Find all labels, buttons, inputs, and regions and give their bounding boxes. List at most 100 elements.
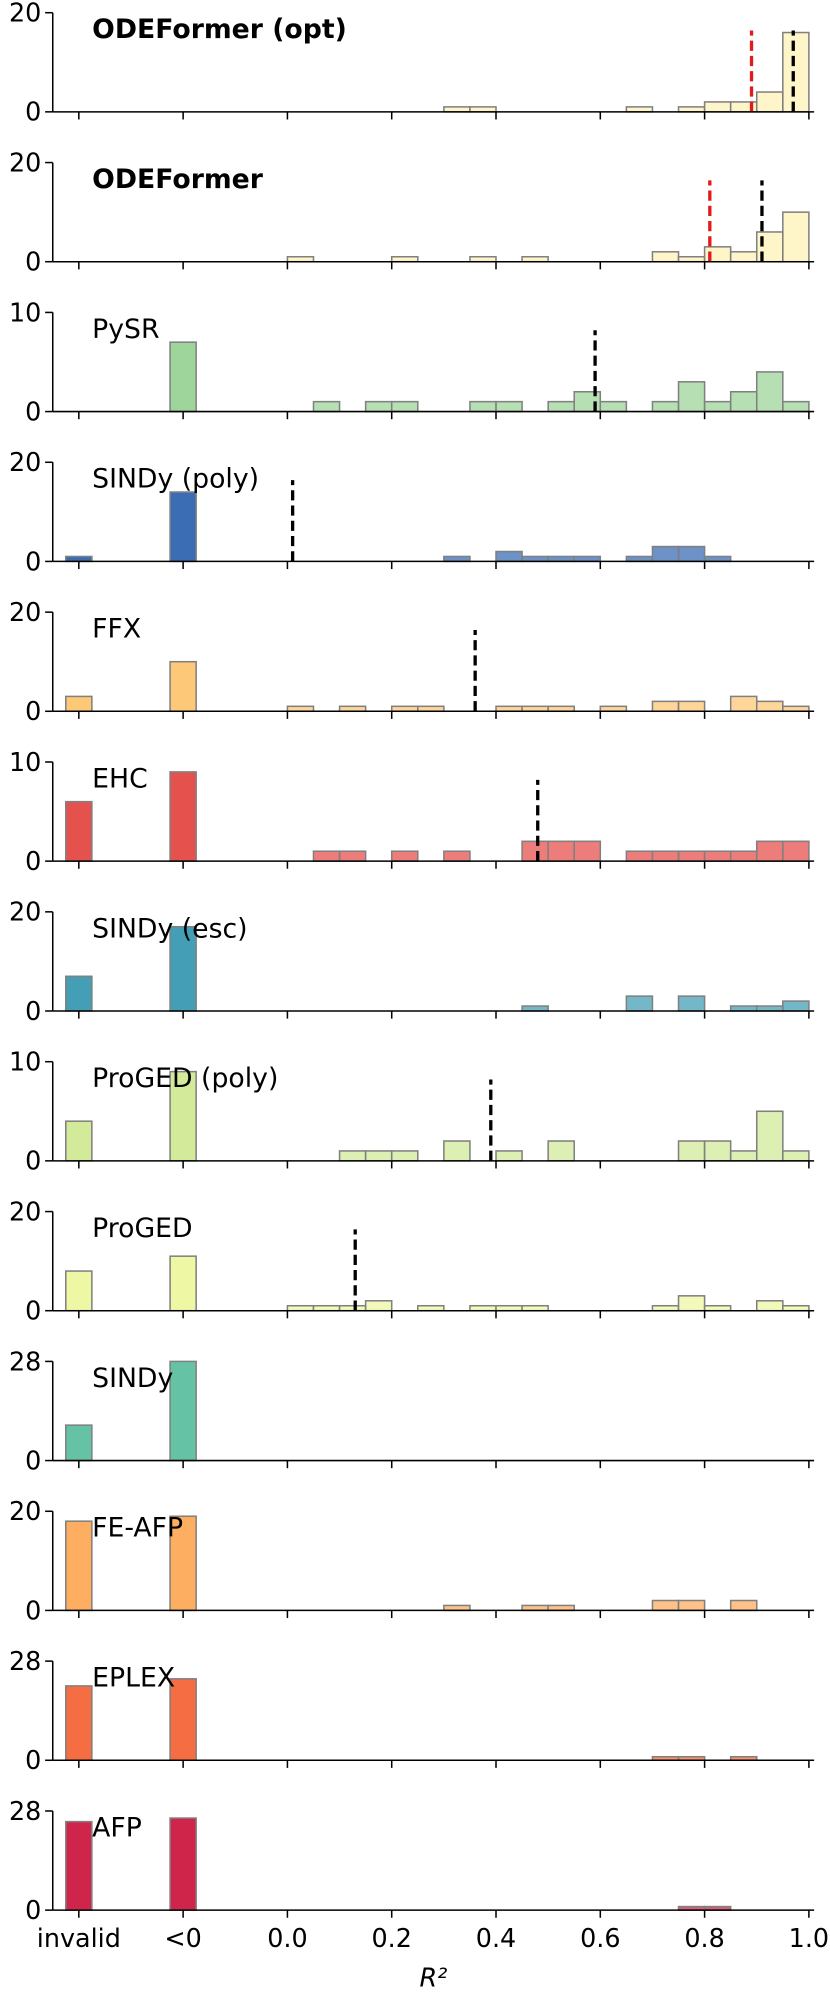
histogram-bar [364,1300,393,1312]
histogram-bar [364,1150,393,1162]
histogram-bar [729,251,758,263]
histogram-bar [755,1110,784,1162]
x-tick-label: <0 [164,1923,201,1953]
y-tick-label: 0 [25,1296,41,1326]
y-tick-label: 0 [25,1146,41,1176]
histogram-bar [677,1140,706,1162]
histogram-bar [651,850,680,862]
category-bar [169,1255,197,1312]
histogram-bar [599,400,628,413]
histogram-bar [443,850,471,862]
histogram-bar [782,400,810,413]
y-tick-label: 20 [9,447,41,477]
histogram-bar [755,700,784,713]
category-bar [65,800,93,862]
x-tick-label: 0.8 [684,1923,724,1953]
y-tick-label: 0 [25,1595,41,1625]
histogram-bar [729,1599,758,1612]
histogram-bar [469,400,497,413]
x-tick-label: 0.0 [267,1923,307,1953]
histogram-bar [755,371,784,413]
panel-title: SINDy (esc) [92,913,247,944]
panel-title: AFP [92,1812,142,1843]
panel-title: SINDy [92,1363,173,1394]
histogram-bar [364,400,393,413]
histogram-bar [755,91,784,113]
y-tick-label: 10 [9,1047,41,1077]
category-bar [169,1678,197,1762]
y-tick-label: 10 [9,747,41,777]
histogram-bar [729,390,758,413]
y-tick-label: 0 [25,396,41,426]
histogram-bar [782,840,810,862]
y-tick-label: 28 [9,1646,41,1676]
y-tick-label: 20 [9,1196,41,1226]
y-tick-label: 10 [9,297,41,327]
histogram-bar [651,545,680,563]
panel-title: ODEFormer [92,164,264,195]
histogram-bar [677,1599,706,1612]
panel-title: SINDy (poly) [92,464,259,495]
panel-title: EPLEX [92,1663,175,1694]
panel-title: PySR [92,314,159,345]
histogram-bar [390,1150,419,1162]
histogram-bar [625,995,654,1012]
y-tick-label: 20 [9,897,41,927]
x-tick-label: invalid [37,1923,121,1953]
histogram-bar [625,850,654,862]
histogram-bar [547,1140,575,1162]
histogram-bar [338,850,367,862]
histogram-bar [495,550,523,563]
histogram-bar [677,1295,706,1312]
category-bar [169,1360,197,1462]
category-bar [65,1685,93,1762]
histogram-bar [677,545,706,563]
histogram-bar [703,850,732,862]
category-bar [65,1424,93,1462]
histogram-bar [755,840,784,862]
histogram-bar [312,850,341,862]
y-tick-label: 0 [25,247,41,277]
y-tick-label: 0 [25,97,41,127]
panel-title: ODEFormer (opt) [92,14,347,45]
histogram-bar [782,211,810,263]
histogram-bar [677,995,706,1012]
panel-title: FE-AFP [92,1513,183,1544]
histogram-bar [547,400,575,413]
histogram-bar [755,1300,784,1312]
x-tick-label: 0.6 [580,1923,620,1953]
y-tick-label: 0 [25,1895,41,1925]
histogram-bar [729,850,758,862]
histogram-bar [703,1140,732,1162]
category-bar [169,1817,197,1911]
histogram-bar [782,1150,810,1162]
panel-title: ProGED [92,1213,192,1244]
histogram-bar [703,101,732,113]
histogram-bar [677,381,706,413]
category-bar [65,695,93,713]
panel-title: ProGED (poly) [92,1063,278,1094]
histogram-bar [547,840,575,862]
category-bar [169,491,197,563]
histogram-bar [677,700,706,713]
histogram-bar [338,1150,367,1162]
histogram-bar [782,1000,810,1012]
x-tick-label: 0.2 [372,1923,412,1953]
y-tick-label: 0 [25,1445,41,1475]
y-tick-label: 0 [25,846,41,876]
x-axis-label: R² [420,1962,448,1992]
histogram-bar [729,1150,758,1162]
x-tick-label: 1.0 [789,1923,829,1953]
histogram-bar [729,695,758,713]
histogram-bar [573,840,602,862]
histogram-bar [651,251,680,263]
y-tick-label: 20 [9,0,41,28]
y-tick-label: 0 [25,996,41,1026]
y-tick-label: 28 [9,1346,41,1376]
histogram-bar [703,400,732,413]
y-tick-label: 0 [25,1745,41,1775]
histogram-bar [312,400,341,413]
panel-title: FFX [92,614,141,645]
y-tick-label: 0 [25,546,41,576]
